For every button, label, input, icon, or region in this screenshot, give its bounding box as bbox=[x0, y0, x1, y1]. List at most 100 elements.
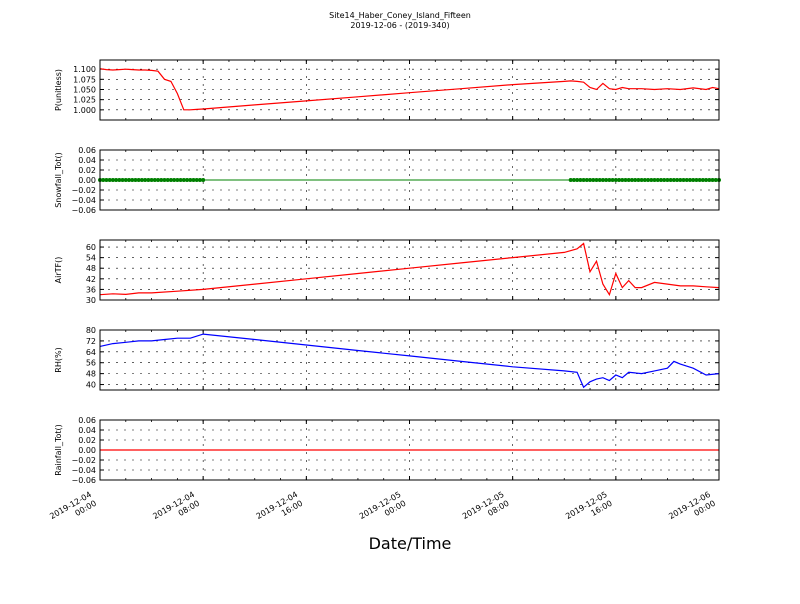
y-axis-label: Rainfall_Tot() bbox=[54, 424, 63, 476]
data-point bbox=[607, 178, 612, 182]
data-point bbox=[571, 178, 576, 182]
data-point bbox=[197, 178, 202, 182]
data-point bbox=[104, 178, 109, 182]
y-tick-label: 0.04 bbox=[78, 426, 96, 435]
data-point bbox=[152, 178, 157, 182]
data-point bbox=[623, 178, 628, 182]
y-tick-label: −0.02 bbox=[71, 456, 96, 465]
data-point bbox=[156, 178, 161, 182]
data-point bbox=[133, 178, 138, 182]
data-point bbox=[652, 178, 657, 182]
y-tick-label: 64 bbox=[86, 348, 96, 357]
y-tick-label: −0.02 bbox=[71, 186, 96, 195]
data-point bbox=[194, 178, 199, 182]
y-tick-label: 0.04 bbox=[78, 156, 96, 165]
y-tick-label: 48 bbox=[86, 370, 96, 379]
y-tick-label: 0.06 bbox=[78, 416, 96, 425]
y-axis-label: AirTF() bbox=[54, 257, 63, 284]
x-tick-label: 2019-12-0508:00 bbox=[461, 490, 511, 530]
data-point bbox=[185, 178, 190, 182]
y-tick-label: 72 bbox=[86, 337, 96, 346]
data-point bbox=[675, 178, 680, 182]
data-point bbox=[575, 178, 580, 182]
data-point bbox=[581, 178, 586, 182]
data-point bbox=[620, 178, 625, 182]
data-point bbox=[594, 178, 599, 182]
data-point bbox=[136, 178, 141, 182]
plot-frame bbox=[99, 59, 720, 121]
data-point bbox=[694, 178, 699, 182]
data-point bbox=[165, 178, 170, 182]
data-point bbox=[123, 178, 128, 182]
data-point bbox=[710, 178, 715, 182]
data-point bbox=[181, 178, 186, 182]
y-tick-label: 42 bbox=[86, 275, 96, 284]
data-point bbox=[101, 178, 106, 182]
data-point bbox=[613, 178, 618, 182]
data-point bbox=[707, 178, 712, 182]
x-tick-label: 2019-12-0408:00 bbox=[151, 490, 201, 530]
data-point bbox=[172, 178, 177, 182]
plot-frame bbox=[99, 419, 720, 481]
chart-panel-4: 40 48 56 64 72 80 RH(%) bbox=[54, 326, 720, 391]
data-point bbox=[639, 178, 644, 182]
x-tick-label: 2019-12-0516:00 bbox=[564, 490, 614, 530]
y-tick-label: 0.02 bbox=[78, 436, 96, 445]
data-point bbox=[658, 178, 663, 182]
y-tick-label: 60 bbox=[86, 243, 96, 252]
y-axis-label: RH(%) bbox=[54, 347, 63, 372]
data-point bbox=[626, 178, 631, 182]
y-tick-label: 1.075 bbox=[73, 75, 96, 84]
y-tick-label: 1.050 bbox=[73, 85, 96, 94]
data-point bbox=[691, 178, 696, 182]
data-point bbox=[713, 178, 718, 182]
data-point bbox=[665, 178, 670, 182]
data-point bbox=[175, 178, 180, 182]
data-point bbox=[146, 178, 151, 182]
y-tick-label: −0.04 bbox=[71, 196, 96, 205]
data-point bbox=[191, 178, 196, 182]
data-point bbox=[655, 178, 660, 182]
x-tick-label: 2019-12-0400:00 bbox=[48, 490, 98, 530]
data-point bbox=[681, 178, 686, 182]
chart-panel-5: −0.06−0.04−0.020.000.020.040.06 Rainfall_… bbox=[54, 416, 720, 485]
data-point bbox=[168, 178, 173, 182]
chart-title: Site14_Haber_Coney_Island_Fifteen bbox=[329, 11, 471, 20]
data-point bbox=[597, 178, 602, 182]
plot-frame bbox=[99, 239, 720, 301]
data-point bbox=[568, 178, 573, 182]
y-tick-label: 1.025 bbox=[73, 96, 96, 105]
data-point bbox=[610, 178, 615, 182]
data-point bbox=[697, 178, 702, 182]
data-point bbox=[684, 178, 689, 182]
data-point bbox=[117, 178, 122, 182]
data-point bbox=[649, 178, 654, 182]
data-point bbox=[591, 178, 596, 182]
data-point bbox=[704, 178, 709, 182]
plot-frame bbox=[99, 149, 720, 211]
y-tick-label: 0.06 bbox=[78, 146, 96, 155]
chart-subtitle: 2019-12-06 - (2019-340) bbox=[350, 21, 450, 30]
data-point bbox=[700, 178, 705, 182]
data-point bbox=[600, 178, 605, 182]
y-tick-label: 1.100 bbox=[73, 65, 96, 74]
data-point bbox=[178, 178, 183, 182]
data-point bbox=[687, 178, 692, 182]
data-point bbox=[617, 178, 622, 182]
data-point bbox=[604, 178, 609, 182]
plot-frame bbox=[99, 329, 720, 391]
chart-panel-2: −0.06−0.04−0.020.000.020.040.06 Snowfall_… bbox=[54, 146, 721, 215]
data-point bbox=[671, 178, 676, 182]
x-axis-label: Date/Time bbox=[368, 534, 452, 553]
y-axis-label: P(unitless) bbox=[54, 69, 63, 111]
x-tick-label: 2019-12-0500:00 bbox=[358, 490, 408, 530]
data-point bbox=[143, 178, 148, 182]
x-tick-label: 2019-12-0416:00 bbox=[255, 490, 305, 530]
y-tick-label: 1.000 bbox=[73, 106, 96, 115]
y-axis-label: Snowfall_Tot() bbox=[54, 152, 63, 208]
y-tick-label: 36 bbox=[86, 285, 96, 294]
x-tick-label: 2019-12-0600:00 bbox=[667, 490, 717, 530]
data-point bbox=[668, 178, 673, 182]
